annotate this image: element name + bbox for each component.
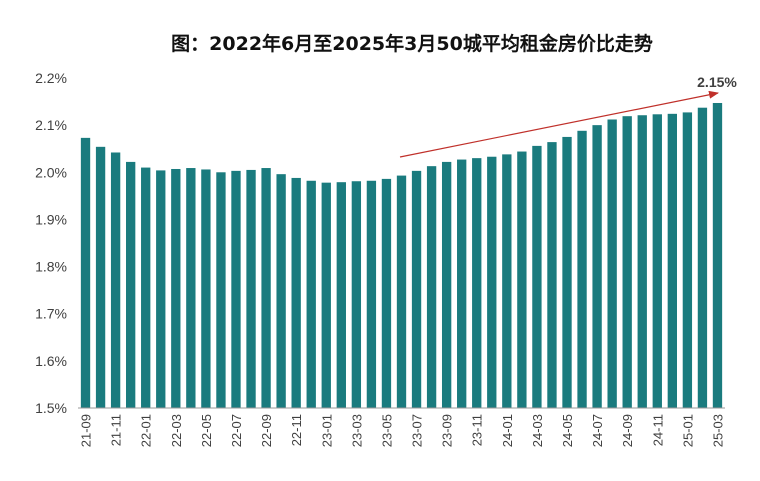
bar (426, 166, 437, 408)
x-tick-label: 21-11 (109, 414, 124, 446)
bar (502, 154, 512, 408)
x-tick-label: 22-05 (199, 414, 214, 447)
bar (80, 137, 91, 408)
bar (246, 169, 256, 408)
annotation-label: 2.15% (697, 74, 737, 90)
bar (126, 161, 136, 408)
x-tick-label: 24-11 (650, 414, 665, 446)
bar (261, 168, 271, 408)
x-tick-label: 23-05 (379, 414, 394, 447)
x-tick-label: 24-07 (590, 414, 605, 447)
y-axis: 1.5% 1.6% 1.7% 1.8% 1.9% 2.0% 2.1% 2.2% (35, 70, 67, 416)
y-tick-label: 1.9% (35, 211, 67, 227)
bar (110, 152, 121, 408)
bar (487, 156, 497, 408)
bar (652, 114, 662, 409)
x-tick-label: 23-11 (470, 414, 485, 446)
x-tick-label: 21-09 (79, 414, 94, 447)
bar (592, 125, 602, 408)
y-tick-label: 1.8% (35, 259, 67, 275)
bar (141, 167, 151, 408)
x-tick-label: 22-07 (229, 414, 244, 447)
chart-title: 图：2022年6月至2025年3月50城平均租金房价比走势 (171, 32, 653, 55)
x-tick-label: 22-03 (169, 414, 184, 447)
bar (381, 178, 392, 408)
bar (532, 145, 542, 408)
y-tick-label: 2.2% (35, 70, 67, 86)
x-tick-label: 24-09 (620, 414, 635, 447)
bar (156, 170, 166, 408)
trend-arrow (399, 90, 719, 158)
bar (306, 180, 316, 408)
x-tick-label: 24-05 (560, 414, 575, 447)
x-tick-label: 24-01 (500, 414, 515, 447)
bar (577, 130, 587, 409)
bar (216, 172, 226, 408)
bar (667, 113, 677, 408)
x-tick-label: 22-11 (289, 414, 304, 446)
y-tick-label: 2.1% (35, 117, 67, 133)
bar (291, 177, 301, 408)
x-tick-label: 25-03 (710, 414, 725, 447)
bar (276, 174, 286, 408)
x-tick-label: 23-09 (440, 414, 455, 447)
bar (607, 119, 617, 409)
bar (712, 102, 723, 409)
y-tick-label: 1.7% (35, 306, 67, 322)
x-axis: 21-09 21-11 22-01 22-03 22-05 22-07 22-09 22-11… (79, 414, 726, 447)
x-tick-label: 22-09 (259, 414, 274, 447)
bar (411, 170, 422, 408)
bar (562, 136, 572, 408)
bar (396, 175, 407, 408)
bar (517, 151, 527, 409)
bar (622, 116, 632, 408)
bar (186, 168, 196, 408)
x-tick-label: 25-01 (680, 414, 695, 447)
bar (95, 146, 106, 408)
y-tick-label: 2.0% (35, 164, 67, 180)
bar (171, 168, 181, 408)
bar (441, 161, 452, 408)
bar (201, 169, 211, 408)
bar (336, 182, 346, 408)
bar (366, 180, 377, 408)
bar (472, 158, 482, 408)
bar (231, 170, 241, 408)
bar (351, 181, 362, 408)
bar (697, 107, 708, 408)
bar (637, 115, 647, 409)
x-tick-label: 23-01 (319, 414, 334, 447)
y-tick-label: 1.6% (35, 353, 67, 369)
bar (457, 159, 467, 408)
x-tick-label: 23-03 (349, 414, 364, 447)
bar (547, 142, 557, 409)
bar-series (80, 102, 723, 409)
y-tick-label: 1.5% (35, 400, 67, 416)
x-tick-label: 23-07 (410, 414, 425, 447)
bar (321, 182, 331, 408)
x-tick-label: 24-03 (530, 414, 545, 447)
bar (682, 112, 693, 408)
x-tick-label: 22-01 (139, 414, 154, 447)
